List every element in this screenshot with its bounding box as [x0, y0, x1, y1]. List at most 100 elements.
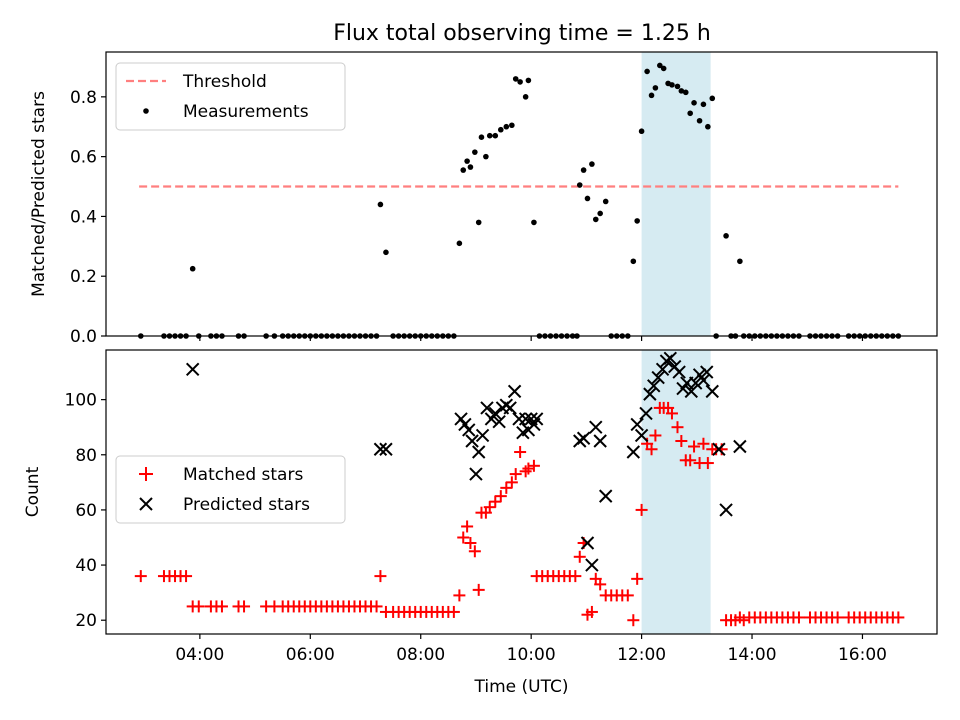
measurement-point — [456, 240, 463, 247]
y-tick-label: 0.0 — [70, 327, 97, 347]
measurement-point — [700, 101, 707, 108]
measurement-point — [669, 82, 675, 88]
predicted-star-point — [585, 558, 599, 572]
predicted-star-point — [630, 417, 644, 432]
matched-star-point — [631, 572, 644, 585]
measurement-point — [478, 134, 485, 140]
predicted-star-point — [472, 445, 486, 459]
measurement-point — [709, 95, 716, 102]
matched-star-point — [134, 570, 147, 583]
matched-star-point — [715, 443, 728, 456]
predicted-star-point — [634, 428, 649, 443]
y-tick-label: 20 — [75, 611, 97, 631]
matched-star-point — [468, 545, 481, 558]
predicted-star-point — [684, 384, 698, 399]
measurement-point — [503, 123, 510, 130]
top-legend-box — [115, 62, 346, 131]
predicted-star-point — [576, 431, 591, 445]
matched-star-point — [494, 490, 507, 503]
matched-star-point — [519, 465, 532, 478]
measurement-point — [525, 77, 532, 84]
x-tick-label: 10:00 — [507, 645, 556, 665]
matched-star-point — [737, 614, 750, 627]
top-panel: 0.00.20.40.60.8 Matched/Predicted stars … — [29, 51, 938, 347]
bottom-axes-frame — [105, 349, 938, 635]
x-tick-label: 06:00 — [286, 645, 335, 665]
top-axes-frame — [105, 51, 938, 337]
matched-star-points — [134, 401, 905, 627]
predicted-star-point — [503, 401, 517, 415]
measurement-point — [497, 126, 504, 133]
top-y-axis-label: Matched/Predicted stars — [29, 91, 49, 297]
predicted-star-point — [488, 406, 502, 421]
matched-star-point — [453, 589, 466, 602]
predicted-star-point — [700, 365, 714, 379]
legend-matched-marker — [139, 467, 153, 481]
matched-star-point — [684, 454, 697, 467]
measurement-point — [597, 210, 603, 217]
predicted-star-point — [655, 362, 670, 377]
measurement-point — [509, 122, 515, 129]
measurement-point — [483, 153, 489, 160]
predicted-star-point — [643, 387, 657, 401]
chart-title: Flux total observing time = 1.25 h — [333, 21, 711, 46]
y-tick-label: 0.6 — [70, 148, 97, 168]
measurement-point — [705, 123, 711, 130]
predicted-star-point — [672, 365, 686, 379]
measurement-point — [660, 65, 667, 72]
predicted-star-point — [379, 442, 393, 456]
predicted-star-point — [480, 401, 494, 415]
measurement-point — [687, 110, 693, 117]
predicted-star-point — [593, 434, 607, 448]
predicted-star-point — [589, 420, 603, 434]
matched-star-point — [457, 531, 470, 544]
x-tick-label: 14:00 — [728, 645, 777, 665]
predicted-star-point — [518, 412, 533, 426]
matched-star-point — [505, 476, 518, 489]
bottom-x-ticks: 04:00 06:00 08:00 10:00 12:00 14:00 16:00 — [175, 634, 887, 665]
y-tick-label: 100 — [65, 391, 97, 411]
predicted-star-point — [475, 428, 490, 443]
legend-predicted-marker — [139, 497, 153, 511]
matched-star-point — [192, 600, 205, 613]
x-axis-label: Time (UTC) — [474, 677, 569, 697]
predicted-star-point — [647, 379, 661, 393]
predicted-star-point — [712, 442, 726, 456]
matched-star-point — [675, 434, 688, 447]
y-tick-label: 60 — [75, 501, 97, 521]
matched-star-point — [697, 437, 710, 450]
measurement-point — [383, 249, 389, 256]
predicted-star-point — [663, 351, 678, 365]
y-tick-label: 0.4 — [70, 207, 97, 227]
predicted-star-point — [733, 439, 747, 454]
measurement-point — [467, 164, 474, 170]
y-tick-label: 0.2 — [70, 267, 97, 287]
measurement-point — [580, 167, 587, 173]
matched-star-point — [569, 570, 582, 583]
predicted-star-point — [512, 412, 526, 426]
measurement-point — [589, 161, 595, 167]
x-tick-label: 16:00 — [838, 645, 887, 665]
measurement-point — [638, 128, 645, 135]
matched-star-point — [671, 421, 684, 434]
measurement-point — [674, 83, 681, 90]
matched-star-point — [370, 600, 383, 613]
predicted-star-point — [696, 373, 711, 388]
matched-star-point — [792, 611, 805, 624]
measurement-point — [696, 117, 703, 124]
predicted-star-point — [688, 376, 703, 390]
legend-measurements-marker — [143, 108, 149, 114]
matched-star-point — [665, 407, 678, 420]
matched-star-point — [461, 520, 474, 533]
measurement-point — [678, 88, 685, 94]
matched-star-point — [585, 605, 598, 618]
x-tick-label: 08:00 — [396, 645, 445, 665]
matched-star-point — [573, 550, 586, 563]
predicted-star-point — [492, 414, 506, 429]
matched-star-point — [238, 600, 251, 613]
bottom-panel: 20 40 60 80 100 04:00 06:00 08:00 10:00 12:00 14:… — [23, 349, 938, 697]
matched-star-point — [522, 462, 535, 475]
legend-matched-label: Matched stars — [183, 465, 303, 485]
matched-star-point — [500, 481, 513, 494]
